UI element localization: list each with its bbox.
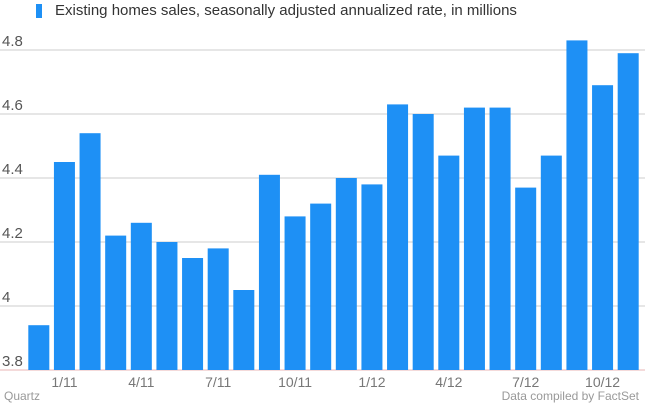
legend-label: Existing homes sales, seasonally adjuste… (55, 2, 517, 19)
y-tick-label: 4.6 (2, 97, 23, 114)
x-tick-label: 1/11 (51, 374, 77, 390)
bar (361, 184, 383, 370)
bar (284, 216, 306, 370)
bar (592, 85, 614, 370)
data-credit: Data compiled by FactSet (501, 389, 639, 403)
source-credit: Quartz (4, 389, 41, 403)
bar (387, 104, 409, 371)
bar (617, 53, 639, 370)
bar (412, 114, 434, 370)
bar (130, 222, 152, 370)
x-tick-label: 1/12 (358, 374, 385, 390)
bar (28, 325, 50, 370)
y-tick-label: 3.8 (2, 353, 23, 370)
x-tick-label: 4/11 (128, 374, 154, 390)
bar (489, 107, 511, 370)
y-axis-ticks: 3.8 4 4.2 4.4 4.6 4.8 (2, 33, 23, 370)
bar (258, 174, 280, 370)
x-tick-label: 7/12 (512, 374, 539, 390)
x-axis-ticks: 1/11 4/11 7/11 10/11 1/12 4/12 7/12 10/12 (51, 374, 620, 390)
bar (79, 133, 101, 370)
bar (515, 187, 537, 370)
y-tick-label: 4.2 (2, 225, 23, 242)
bar (540, 155, 562, 370)
bar (207, 248, 229, 370)
bar (463, 107, 485, 370)
y-tick-label: 4.4 (2, 161, 23, 178)
bar (182, 258, 204, 370)
legend: Existing homes sales, seasonally adjuste… (36, 2, 517, 19)
y-tick-label: 4.8 (2, 33, 23, 50)
x-tick-label: 10/11 (278, 374, 312, 390)
x-tick-label: 10/12 (585, 374, 620, 390)
legend-swatch (36, 3, 42, 18)
bar (335, 178, 357, 370)
bar (566, 40, 588, 371)
bar (53, 162, 75, 370)
x-tick-label: 4/12 (435, 374, 462, 390)
bar (156, 242, 178, 370)
bar (105, 235, 127, 370)
bars (28, 40, 639, 371)
bar (233, 290, 255, 370)
x-tick-label: 7/11 (205, 374, 231, 390)
y-tick-label: 4 (2, 289, 10, 306)
bar (438, 155, 460, 370)
bar (310, 203, 332, 370)
